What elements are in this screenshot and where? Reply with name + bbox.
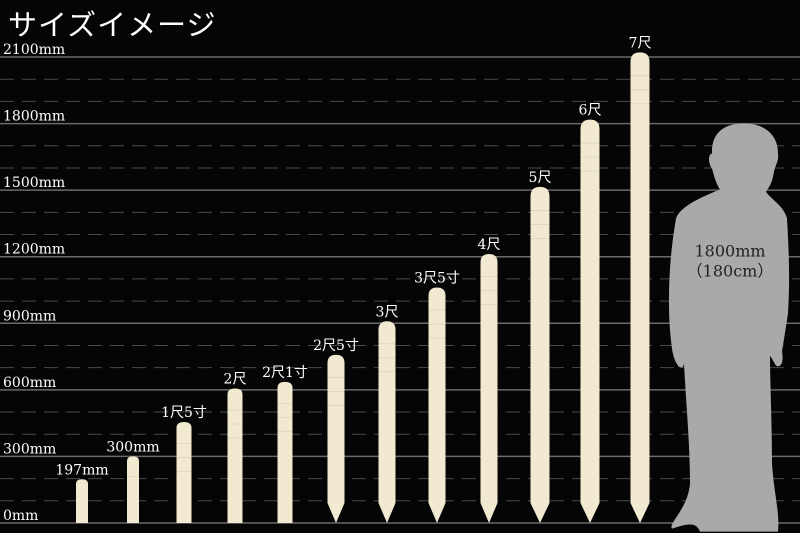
stake-bar: 6尺 (579, 103, 602, 523)
stake-label: 4尺 (478, 237, 501, 253)
stake-shape (76, 479, 88, 523)
stake-bar: 3尺 (376, 304, 399, 523)
y-tick-label: 600mm (3, 375, 56, 391)
stake-bar: 2尺5寸 (313, 338, 359, 523)
stake-bar: 7尺 (629, 35, 652, 524)
stake-bar: 1尺5寸 (161, 405, 207, 523)
stake-label: 3尺 (376, 304, 399, 320)
person-silhouette: 1800mm（180cm） (668, 123, 790, 532)
stake-label: 2尺5寸 (313, 338, 359, 354)
page-title: サイズイメージ (8, 8, 217, 42)
reference-height-mm: 1800mm (694, 242, 765, 261)
stake-label: 7尺 (629, 35, 652, 51)
stake-shape (277, 381, 293, 523)
y-tick-label: 1800mm (3, 109, 65, 125)
stake-shape (127, 456, 139, 523)
y-tick-label: 1200mm (3, 242, 65, 258)
stake-bar: 4尺 (478, 237, 501, 523)
stake-bar: 3尺5寸 (414, 271, 460, 523)
person-body (668, 123, 790, 532)
stake-bar: 300mm (106, 439, 160, 523)
stake-shape (580, 119, 600, 523)
y-tick-label: 900mm (3, 308, 56, 324)
stake-label: 2尺1寸 (262, 365, 308, 381)
stake-shape (630, 52, 650, 524)
stake-label: 2尺 (224, 372, 247, 388)
stake-label: 197mm (55, 462, 108, 478)
stake-shape (480, 254, 498, 523)
y-tick-label: 1500mm (3, 175, 65, 191)
stake-shape (327, 354, 345, 523)
y-tick-label: 0mm (3, 508, 38, 524)
reference-height-cm: （180cm） (687, 262, 774, 281)
stake-label: 300mm (106, 439, 159, 455)
stake-shape (176, 422, 192, 523)
stake-shape (378, 321, 396, 523)
stake-label: 3尺5寸 (414, 271, 460, 287)
stake-bar: 2尺 (224, 372, 247, 523)
stake-label: 5尺 (529, 170, 552, 186)
stake-label: 6尺 (579, 103, 602, 119)
stake-bar: 197mm (55, 462, 109, 523)
stake-shape (227, 388, 243, 523)
stake-shape (428, 287, 446, 523)
y-tick-label: 300mm (3, 441, 56, 457)
y-tick-label: 2100mm (3, 42, 65, 58)
stake-label: 1尺5寸 (161, 405, 207, 421)
stake-bar: 2尺1寸 (262, 365, 308, 523)
stake-bar: 5尺 (529, 170, 552, 524)
stake-shape (530, 186, 550, 524)
